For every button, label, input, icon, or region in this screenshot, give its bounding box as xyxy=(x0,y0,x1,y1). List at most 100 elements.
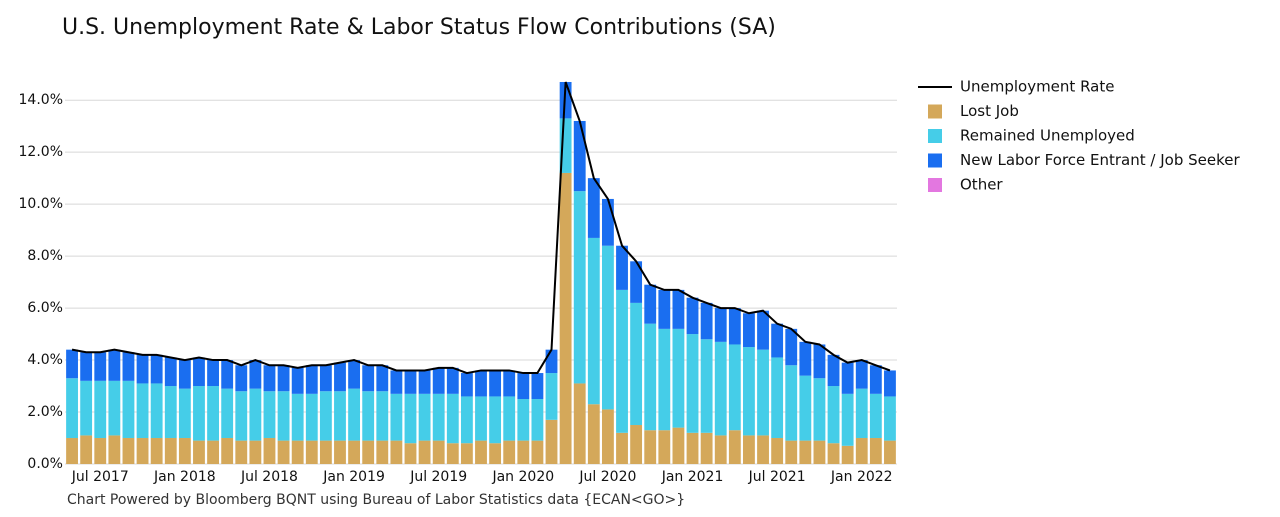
bar-segment xyxy=(221,360,234,389)
legend-swatch xyxy=(928,178,942,192)
bar-segment xyxy=(869,438,882,464)
bar-segment xyxy=(277,391,290,441)
bar-segment xyxy=(813,440,826,464)
bar-segment xyxy=(277,440,290,464)
bar-segment xyxy=(855,360,868,389)
bar-segment xyxy=(672,427,685,464)
bar-segment xyxy=(869,393,882,439)
x-tick-label: Jul 2018 xyxy=(240,469,298,485)
bar-segment xyxy=(531,399,544,441)
bar-segment xyxy=(785,328,798,366)
bar-segment xyxy=(193,386,205,441)
bar-segment xyxy=(94,380,107,439)
bar-segment xyxy=(757,349,769,436)
bar-segment xyxy=(475,370,487,397)
x-tick-label: Jul 2019 xyxy=(409,469,467,485)
bar-segment xyxy=(66,378,78,439)
y-tick-label: 10.0% xyxy=(19,196,63,212)
line xyxy=(71,81,891,375)
bar-segment xyxy=(884,396,896,441)
bar-segment xyxy=(616,432,628,464)
bar-segment xyxy=(630,425,643,464)
bar-segment xyxy=(193,440,205,464)
bar-segment xyxy=(601,409,614,464)
bar-segment xyxy=(305,365,318,394)
bar-segment xyxy=(136,383,149,439)
bar-segment xyxy=(587,237,600,405)
bar-segment xyxy=(136,354,149,384)
bar-segment xyxy=(503,440,516,464)
bar-segment xyxy=(545,349,558,374)
bar-segment xyxy=(743,313,755,348)
bar-segment xyxy=(235,440,248,464)
bar-segment xyxy=(235,365,248,392)
bar-segment xyxy=(291,440,304,464)
bar-segment xyxy=(404,393,417,444)
bar-segment xyxy=(460,396,473,444)
bar-segment xyxy=(376,440,389,464)
bar-segment xyxy=(559,172,572,464)
bar-segment xyxy=(489,443,502,464)
bar-segment xyxy=(164,357,177,387)
bar-segment xyxy=(827,443,840,464)
x-tick-label: Jan 2020 xyxy=(491,469,554,485)
bar-segment xyxy=(390,370,403,394)
bar-segment xyxy=(489,370,502,397)
bar-segment xyxy=(771,438,784,464)
bar-segment xyxy=(305,440,318,464)
bar-segment xyxy=(348,440,361,464)
bar-segment xyxy=(884,440,896,464)
x-tick-label: Jan 2018 xyxy=(153,469,216,485)
bar-segment xyxy=(80,380,93,436)
bar-segment xyxy=(517,440,530,464)
bar-segment xyxy=(714,435,727,464)
bar-segment xyxy=(587,178,600,238)
y-tick-label: 2.0% xyxy=(27,404,63,420)
bar-segment xyxy=(108,435,121,464)
bar-segment xyxy=(122,438,135,464)
bar-segment xyxy=(616,289,628,433)
bar-segment xyxy=(855,388,868,439)
bar-segment xyxy=(432,440,445,464)
x-tick-label: Jan 2022 xyxy=(830,469,893,485)
bar-segment xyxy=(460,373,473,397)
bar-segment xyxy=(80,352,93,381)
bar-segment xyxy=(334,391,346,441)
bar-segment xyxy=(418,393,431,441)
bar-segment xyxy=(700,302,713,340)
bar-segment xyxy=(503,396,516,441)
legend-swatch xyxy=(928,104,942,119)
bar-segment xyxy=(644,284,657,324)
bar-segment xyxy=(785,365,798,441)
bar-segment xyxy=(771,323,784,358)
bar-segment xyxy=(757,310,769,350)
bar-segment xyxy=(446,393,459,444)
bar-segment xyxy=(66,438,78,464)
bar-segment xyxy=(475,396,487,441)
bar-segment xyxy=(714,308,727,342)
bar-segment xyxy=(503,370,516,397)
legend-label: Lost Job xyxy=(960,102,1019,120)
bar-segment xyxy=(475,440,487,464)
bar-segment xyxy=(432,367,445,394)
bar-segment xyxy=(785,440,798,464)
legend-label: Other xyxy=(960,176,1003,194)
legend-label: Unemployment Rate xyxy=(960,78,1114,96)
bar-segment xyxy=(460,443,473,464)
y-tick-label: 0.0% xyxy=(27,456,63,472)
bar-segment xyxy=(263,391,276,439)
y-tick-label: 4.0% xyxy=(27,352,63,368)
bar-segment xyxy=(122,352,135,381)
bar-segment xyxy=(686,334,699,433)
bar-segment xyxy=(573,120,586,192)
bar-segment xyxy=(404,370,417,394)
chart-title: U.S. Unemployment Rate & Labor Status Fl… xyxy=(62,15,776,40)
bar-segment xyxy=(869,365,882,394)
bar-segment xyxy=(362,365,375,392)
bar-segment xyxy=(728,430,741,464)
x-tick-label: Jul 2021 xyxy=(748,469,806,485)
bar-segment xyxy=(362,391,375,441)
bar-segment xyxy=(573,191,586,384)
bar-segment xyxy=(700,432,713,464)
